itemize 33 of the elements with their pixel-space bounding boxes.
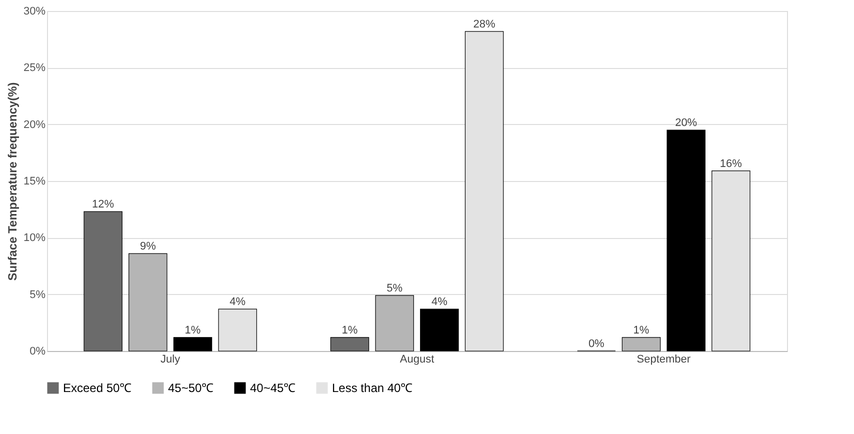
data-label: 20% <box>675 117 698 129</box>
legend-label: Less than 40℃ <box>332 381 413 395</box>
y-tick-label: 30% <box>23 6 46 18</box>
data-label: 1% <box>184 324 201 336</box>
bar <box>173 337 212 352</box>
data-label: 1% <box>342 324 358 336</box>
data-label: 4% <box>431 296 448 308</box>
bar <box>218 308 257 352</box>
data-label: 0% <box>588 338 605 350</box>
y-axis-title: Surface Temperature frequency(%) <box>5 82 20 281</box>
y-tick-label: 0% <box>30 346 46 358</box>
bar <box>666 130 706 352</box>
legend-label: 40~45℃ <box>250 381 296 395</box>
data-label: 5% <box>386 282 403 294</box>
bar <box>420 308 459 352</box>
x-tick-label: August <box>400 354 434 366</box>
y-tick-label: 15% <box>23 176 46 188</box>
data-label: 16% <box>720 158 742 170</box>
x-tick-label: July <box>160 354 181 366</box>
data-label: 12% <box>92 198 114 211</box>
y-tick-label: 10% <box>23 232 46 244</box>
y-tick-label: 5% <box>30 288 46 301</box>
data-label: 28% <box>473 18 496 30</box>
y-tick-label: 25% <box>23 62 46 74</box>
x-tick-label: September <box>636 354 691 366</box>
data-label: 1% <box>633 324 650 336</box>
bar <box>330 337 370 352</box>
data-label: 9% <box>140 240 156 253</box>
legend-label: 45~50℃ <box>168 381 214 395</box>
data-label: 4% <box>230 296 246 308</box>
legend-label: Exceed 50℃ <box>63 381 132 395</box>
bar <box>84 211 122 352</box>
y-tick-label: 20% <box>23 118 46 131</box>
